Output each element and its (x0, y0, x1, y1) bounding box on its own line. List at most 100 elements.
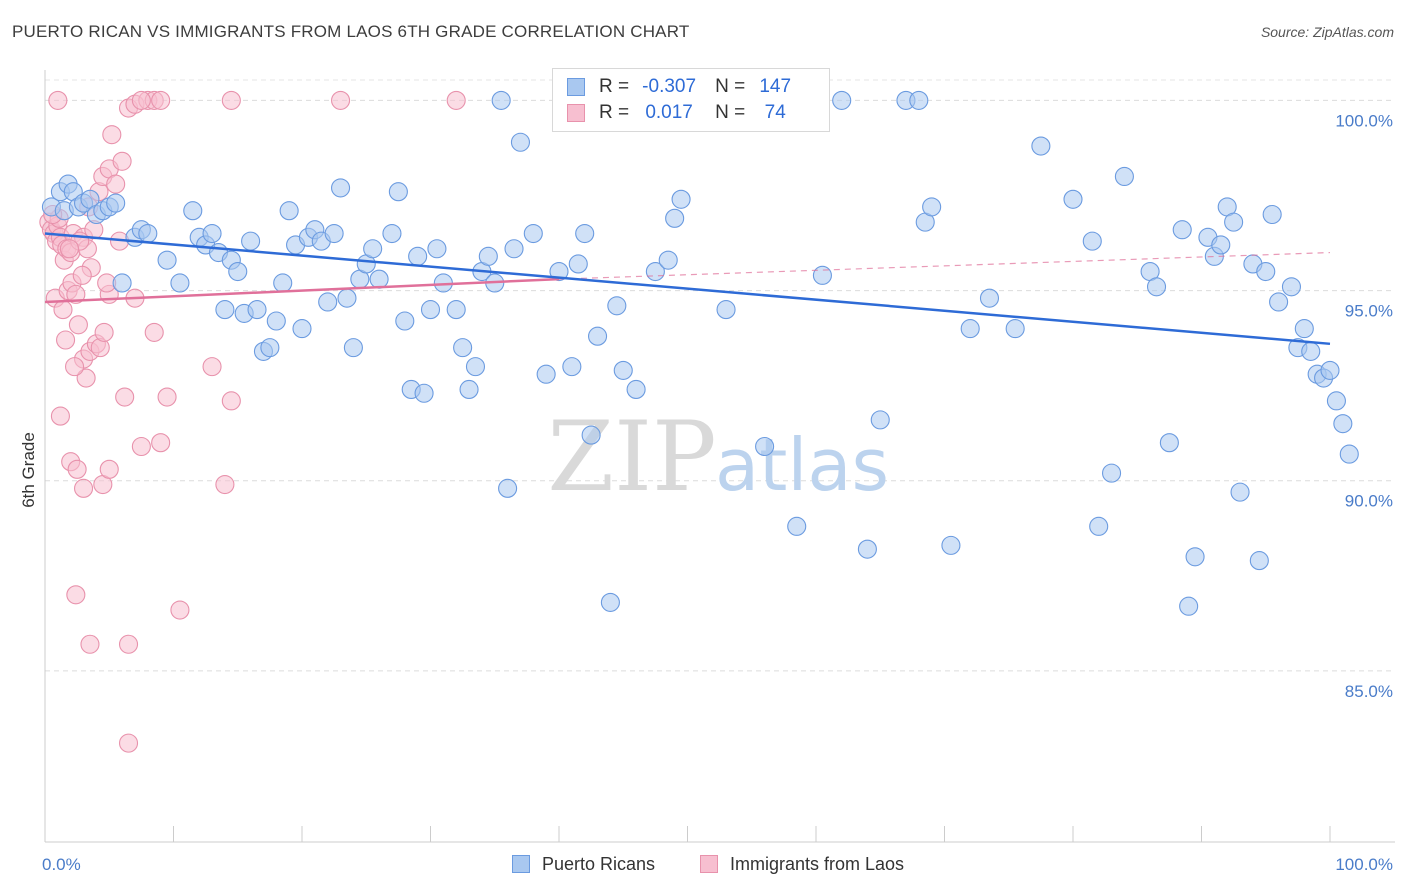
watermark: ZIP atlas (547, 401, 889, 513)
legend-r-label: R = (599, 76, 630, 97)
laos-point (215, 474, 235, 495)
y-tick-label: 90.0% (1345, 492, 1393, 511)
puerto-rican-point (337, 288, 357, 308)
puerto-rican-point (979, 288, 1000, 308)
puerto-rican-point (395, 311, 415, 331)
laos-point (221, 391, 241, 411)
puerto-rican-point (1224, 212, 1244, 232)
bottom-legend-puerto-ricans: Puerto Ricans (512, 852, 655, 876)
puerto-rican-point (498, 478, 518, 498)
puerto-rican-point (716, 300, 736, 320)
laos-point (102, 125, 122, 145)
puerto-rican-point (369, 269, 389, 289)
laos-point (74, 478, 94, 498)
puerto-rican-point (755, 436, 775, 457)
puerto-rican-point (857, 539, 877, 559)
puerto-rican-point (1339, 444, 1359, 464)
puerto-rican-point (658, 250, 678, 270)
laos-point (48, 90, 68, 110)
puerto-rican-point (1256, 262, 1276, 282)
puerto-rican-point (427, 239, 447, 259)
correlation-legend: R = -0.307 N = 147 R = 0.017 N = 74 (552, 68, 830, 132)
legend-n-value: 74 (764, 102, 786, 123)
puerto-rican-point (266, 311, 286, 331)
legend-r-label: R = (599, 102, 630, 123)
legend-n-label: N = (715, 76, 746, 97)
puerto-rican-point (1146, 277, 1167, 297)
bottom-legend-swatch-blue (512, 855, 530, 873)
legend-r-value: 0.017 (645, 102, 693, 123)
puerto-rican-point (202, 223, 222, 244)
laos-point (80, 634, 100, 654)
legend-n-value: 147 (759, 76, 792, 97)
laos-point (106, 174, 126, 194)
watermark-zip: ZIP (547, 401, 716, 513)
puerto-rican-point (247, 300, 267, 320)
puerto-rican-point (1320, 360, 1340, 380)
puerto-rican-point (1230, 482, 1250, 502)
laos-point (151, 433, 171, 453)
chart-title: PUERTO RICAN VS IMMIGRANTS FROM LAOS 6TH… (12, 22, 690, 41)
laos-point (118, 733, 139, 753)
puerto-rican-point (1185, 547, 1205, 567)
laos-point (157, 387, 177, 407)
y-tick-label: 100.0% (1335, 111, 1393, 130)
puerto-rican-point (665, 208, 685, 228)
puerto-rican-point (228, 262, 248, 282)
puerto-rican-point (1301, 341, 1321, 361)
laos-point (59, 239, 79, 259)
x-tick-label-max: 100.0% (1335, 855, 1393, 874)
legend-swatch-pink (567, 104, 585, 122)
puerto-rican-point (465, 357, 486, 377)
puerto-rican-point (330, 178, 351, 198)
puerto-rican-point (273, 273, 293, 293)
puerto-rican-point (388, 182, 408, 202)
puerto-rican-point (870, 410, 890, 430)
legend-row-laos: R = 0.017 N = 74 (567, 100, 805, 126)
laos-point (65, 357, 85, 377)
puerto-rican-point (575, 223, 595, 244)
laos-point (67, 459, 87, 479)
puerto-rican-point (138, 223, 158, 244)
puerto-rican-point (446, 300, 466, 320)
laos-point (53, 300, 73, 320)
puerto-rican-point (536, 364, 556, 384)
puerto-rican-point (941, 535, 961, 555)
laos-point (330, 90, 351, 110)
puerto-rican-point (607, 296, 627, 316)
puerto-rican-point (1005, 319, 1025, 339)
bottom-legend-laos: Immigrants from Laos (700, 852, 904, 876)
puerto-rican-point (1089, 516, 1109, 536)
puerto-rican-point (183, 201, 203, 221)
puerto-rican-point (960, 319, 980, 339)
puerto-rican-point (1326, 391, 1346, 411)
puerto-rican-point (1294, 319, 1314, 339)
puerto-rican-point (581, 425, 601, 445)
laos-point (131, 90, 151, 110)
puerto-rican-point (510, 132, 531, 152)
legend-n-label: N = (715, 102, 746, 123)
laos-point (50, 406, 70, 426)
puerto-rican-point (1249, 551, 1269, 571)
puerto-rican-point (1179, 596, 1199, 616)
puerto-rican-point (343, 338, 363, 358)
grid-lines (45, 79, 1395, 672)
puerto-rican-point (459, 379, 479, 399)
puerto-rican-point (562, 357, 582, 377)
laos-point (151, 90, 171, 110)
y-axis-title: 6th Grade (19, 432, 38, 508)
puerto-rican-point (1082, 231, 1102, 251)
laos-trend-extension (558, 251, 1331, 280)
laos-point (202, 357, 222, 377)
puerto-rican-point (260, 338, 280, 358)
laos-trend-line (44, 277, 560, 304)
puerto-rican-point (671, 189, 691, 209)
puerto-rican-point (453, 338, 473, 358)
legend-swatch-blue (567, 78, 585, 96)
puerto-rican-point (420, 300, 441, 320)
puerto-rican-point (1063, 189, 1083, 209)
trend-lines (44, 232, 1331, 346)
puerto-rican-point (1102, 463, 1122, 483)
laos-point (115, 387, 135, 407)
puerto-rican-point (382, 223, 402, 244)
